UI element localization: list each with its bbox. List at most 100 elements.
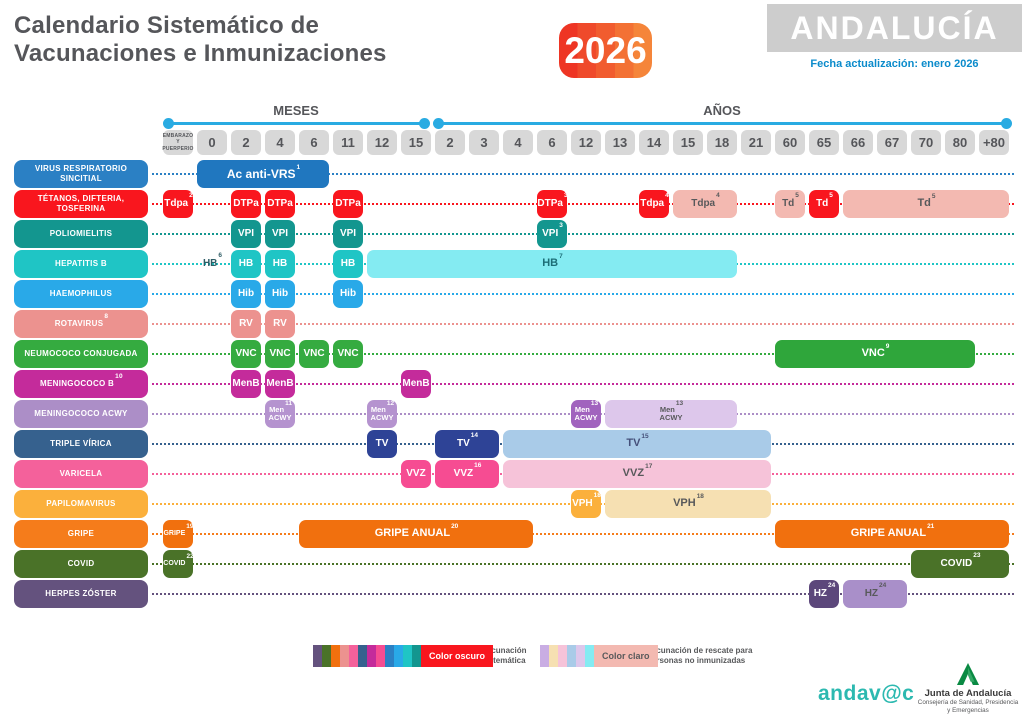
vaccine-dose-box: Tdpa4 (673, 190, 737, 218)
row-dotted-line (152, 383, 1014, 385)
years-timeline-line (438, 122, 1007, 125)
vaccine-dose-box: COVID22 (163, 550, 194, 578)
row-dotted-line (152, 293, 1014, 295)
vaccine-row-label-poliomielitis: POLIOMIELITIS (14, 220, 148, 248)
age-column-header: 2 (231, 130, 261, 155)
vaccine-dose-box: VPI (333, 220, 363, 248)
legend-rescue-text: Vacunación de rescate para personas no i… (647, 646, 752, 666)
junta-subtitle: Consejería de Sanidad, Presidencia y Eme… (912, 699, 1024, 715)
region-banner: ANDALUCÍA (767, 4, 1022, 52)
legend-swatch (367, 645, 376, 667)
vaccine-dose-box: HZ24 (809, 580, 839, 608)
legend-text-line: Vacunación de rescate para (647, 646, 753, 655)
row-dotted-line (152, 353, 1014, 355)
vaccine-row-label-meningococo-b: MENINGOCOCO B10 (14, 370, 148, 398)
age-column-header: EMBARAZO Y PUERPERIO (162, 130, 193, 155)
age-column-header: +80 (979, 130, 1009, 155)
legend-swatch (585, 645, 594, 667)
months-axis-label: MESES (273, 103, 319, 118)
vaccine-dose-box: HB (265, 250, 295, 278)
vaccine-row-label-papilomavirus: PAPILOMAVIRUS (14, 490, 148, 518)
age-column-header: 15 (673, 130, 703, 155)
vaccine-dose-box: HB7 (367, 250, 737, 278)
junta-andalucia-logo: Junta de Andalucía Consejería de Sanidad… (912, 661, 1024, 715)
vaccine-dose-box: Td5 (843, 190, 1009, 218)
vaccine-row-label-varicela: VARICELA (14, 460, 148, 488)
legend-swatch (567, 645, 576, 667)
age-column-header: 13 (605, 130, 635, 155)
row-dotted-line (152, 203, 1014, 205)
junta-subtitle-line: Consejería de Sanidad, Presidencia (917, 699, 1019, 706)
vaccine-row-label-tetanos-difteria-tosferina: TÉTANOS, DIFTERIA, TOSFERINA (14, 190, 148, 218)
age-column-header: 6 (299, 130, 329, 155)
update-date-note: Fecha actualización: enero 2026 (810, 58, 979, 70)
legend-swatch (558, 645, 567, 667)
legend-swatch (313, 645, 322, 667)
vaccine-dose-box: COVID23 (911, 550, 1009, 578)
vaccine-dose-box: GRIPE ANUAL21 (775, 520, 1009, 548)
legend-swatch (576, 645, 585, 667)
vaccine-dose-box: VNC (231, 340, 261, 368)
vaccine-dose-box: Men13 ACWY (605, 400, 737, 428)
row-dotted-line (152, 533, 1014, 535)
vaccine-dose-box: Td5 (809, 190, 839, 218)
vaccine-row-label-neumococo-conjugada: NEUMOCOCO CONJUGADA (14, 340, 148, 368)
vaccine-row-label-rotavirus: ROTAVIRUS8 (14, 310, 148, 338)
legend-rescue: Color claro (540, 645, 658, 667)
vaccine-dose-box: TV14 (435, 430, 499, 458)
vaccine-dose-box: VPI3 (537, 220, 567, 248)
vaccine-dose-box: HB6 (202, 252, 223, 269)
legend-systematic-text: Vacunación sistemática (482, 646, 526, 666)
vaccine-dose-box: Men12 ACWY (367, 400, 397, 428)
vaccine-dose-box: GRIPE19 (163, 520, 194, 548)
row-dotted-line (152, 323, 1014, 325)
years-axis-label: AÑOS (703, 103, 741, 118)
row-dotted-line (152, 593, 1014, 595)
age-column-header: 66 (843, 130, 873, 155)
legend-text-line: personas no inmunizadas (647, 656, 746, 665)
legend-swatch (385, 645, 394, 667)
age-column-header: 21 (741, 130, 771, 155)
vaccine-dose-box: DTPa (231, 190, 261, 218)
timeline-dot (433, 118, 444, 129)
page-title: Calendario Sistemático de Vacunaciones e… (14, 12, 387, 68)
legend-text-line: Vacunación (482, 646, 527, 655)
vaccine-dose-box: VPI (231, 220, 261, 248)
vaccine-dose-box: TV (367, 430, 397, 458)
vaccine-dose-box: VNC9 (775, 340, 975, 368)
junta-subtitle-line: y Emergencias (947, 707, 989, 715)
vaccine-dose-box: VPH18 (605, 490, 771, 518)
legend-swatch (322, 645, 331, 667)
timeline-dot (163, 118, 174, 129)
age-column-header: 4 (265, 130, 295, 155)
page-title-line2: Vacunaciones e Inmunizaciones (14, 40, 387, 68)
vaccine-dose-box: MenB (265, 370, 295, 398)
vaccine-row-label-virus-respiratorio-sincitial: VIRUS RESPIRATORIO SINCITIAL (14, 160, 148, 188)
row-dotted-line (152, 233, 1014, 235)
vaccine-dose-box: MenB (231, 370, 261, 398)
vaccine-dose-box: Men13 ACWY (571, 400, 601, 428)
age-column-header: 12 (571, 130, 601, 155)
legend-swatch (331, 645, 340, 667)
vaccine-dose-box: HB (231, 250, 261, 278)
vaccine-dose-box: RV (231, 310, 261, 338)
vaccine-dose-box: DTPa (265, 190, 295, 218)
age-column-header: 2 (435, 130, 465, 155)
vaccine-dose-box: RV (265, 310, 295, 338)
vaccine-dose-box: Tdpa2 (163, 190, 193, 218)
age-column-header: 15 (401, 130, 431, 155)
vaccine-dose-box: Tdpa4 (639, 190, 669, 218)
vaccine-dose-box: TV15 (503, 430, 771, 458)
legend-swatch (349, 645, 358, 667)
timeline-dot (419, 118, 430, 129)
vaccine-dose-box: GRIPE ANUAL20 (299, 520, 533, 548)
vaccine-row-label-meningococo-acwy: MENINGOCOCO ACWY (14, 400, 148, 428)
vaccine-row-label-gripe: GRIPE (14, 520, 148, 548)
legend-swatch (394, 645, 403, 667)
vaccine-row-label-covid: COVID (14, 550, 148, 578)
legend-swatch (340, 645, 349, 667)
vaccine-dose-box: VPH18 (571, 490, 601, 518)
vaccine-row-label-triple-virica: TRIPLE VÍRICA (14, 430, 148, 458)
age-column-header: 18 (707, 130, 737, 155)
